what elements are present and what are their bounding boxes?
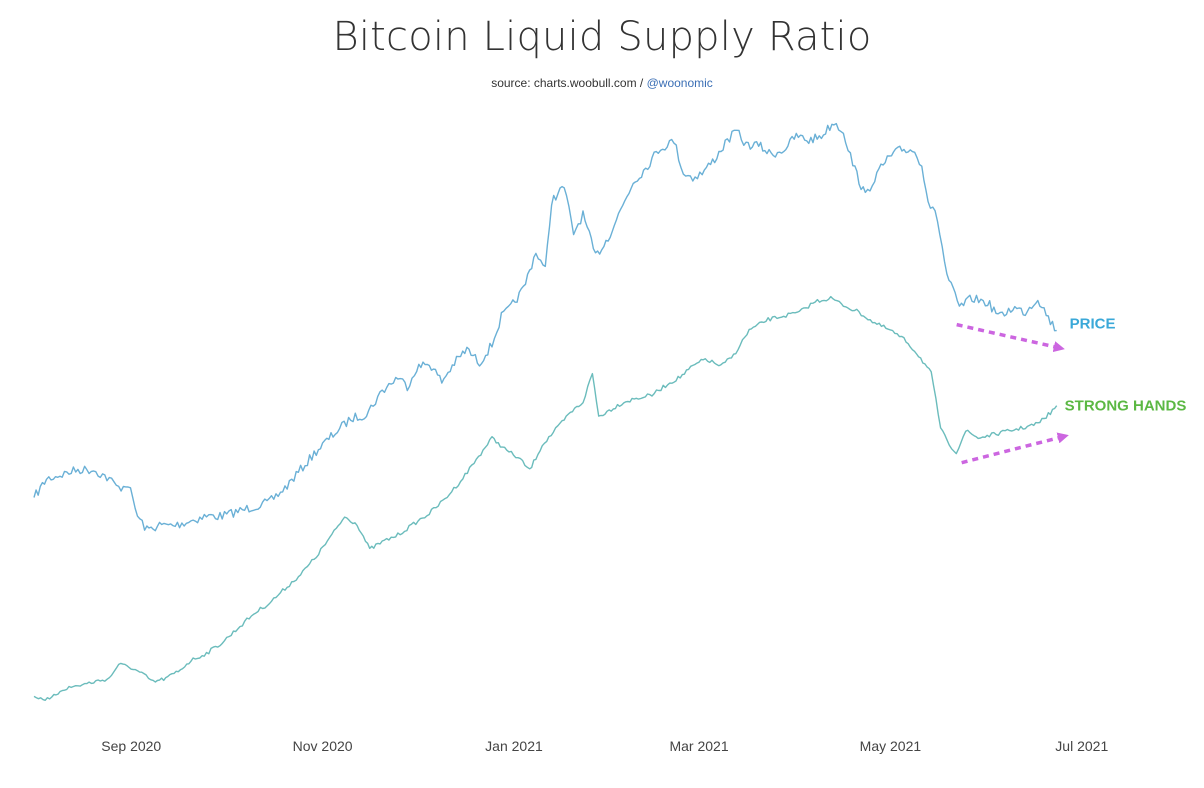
annotations xyxy=(956,322,1069,465)
x-tick-label: Jan 2021 xyxy=(485,738,543,754)
x-tick-label: Jul 2021 xyxy=(1055,738,1108,754)
series-layer xyxy=(33,122,1058,701)
chart-title: Bitcoin Liquid Supply Ratio xyxy=(332,14,872,60)
series-label-price: PRICE xyxy=(1070,316,1116,333)
x-tick-label: Sep 2020 xyxy=(101,738,161,754)
chart-source: source: charts.woobull.com / @woonomic xyxy=(0,76,1204,90)
x-tick-label: May 2021 xyxy=(860,738,922,754)
series-line-price xyxy=(33,122,1057,532)
series-label-strong-hands: STRONG HANDS xyxy=(1065,398,1187,415)
source-prefix: source: charts.woobull.com / xyxy=(491,76,647,90)
x-axis-ticks: Sep 2020 Nov 2020 Jan 2021 Mar 2021 May 2021… xyxy=(101,738,1108,754)
trend-arrow-up xyxy=(961,432,1069,465)
x-tick-label: Mar 2021 xyxy=(669,738,728,754)
trend-arrow-down xyxy=(956,322,1065,353)
series-labels: PRICE STRONG HANDS xyxy=(1065,316,1187,415)
series-line-strong-hands xyxy=(33,295,1058,701)
source-handle-link[interactable]: @woonomic xyxy=(646,76,713,90)
x-tick-label: Nov 2020 xyxy=(293,738,353,754)
